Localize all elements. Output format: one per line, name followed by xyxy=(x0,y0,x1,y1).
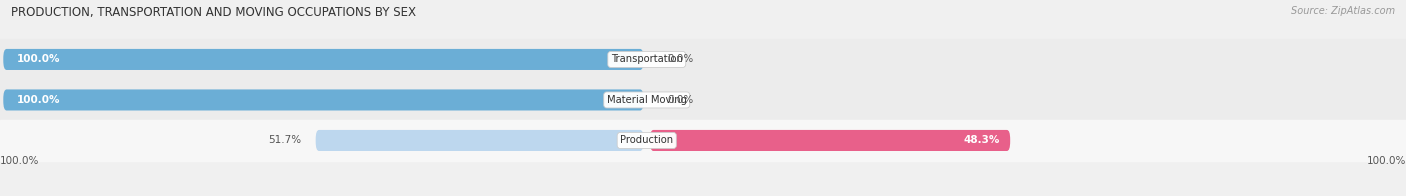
Text: 0.0%: 0.0% xyxy=(668,95,695,105)
FancyBboxPatch shape xyxy=(3,89,644,111)
Bar xyxy=(0,39,1406,80)
Text: 100.0%: 100.0% xyxy=(0,156,39,166)
Text: PRODUCTION, TRANSPORTATION AND MOVING OCCUPATIONS BY SEX: PRODUCTION, TRANSPORTATION AND MOVING OC… xyxy=(11,6,416,19)
Text: Transportation: Transportation xyxy=(610,54,683,64)
FancyBboxPatch shape xyxy=(316,130,644,151)
Text: 100.0%: 100.0% xyxy=(17,54,60,64)
Text: Material Moving: Material Moving xyxy=(607,95,686,105)
Text: 48.3%: 48.3% xyxy=(963,135,1000,145)
Text: 51.7%: 51.7% xyxy=(269,135,301,145)
Bar xyxy=(0,120,1406,161)
Bar xyxy=(0,80,1406,120)
FancyBboxPatch shape xyxy=(3,49,644,70)
Text: 100.0%: 100.0% xyxy=(1367,156,1406,166)
Text: Production: Production xyxy=(620,135,673,145)
Text: 100.0%: 100.0% xyxy=(17,95,60,105)
Text: Source: ZipAtlas.com: Source: ZipAtlas.com xyxy=(1291,6,1395,16)
FancyBboxPatch shape xyxy=(650,130,1010,151)
Text: 0.0%: 0.0% xyxy=(668,54,695,64)
